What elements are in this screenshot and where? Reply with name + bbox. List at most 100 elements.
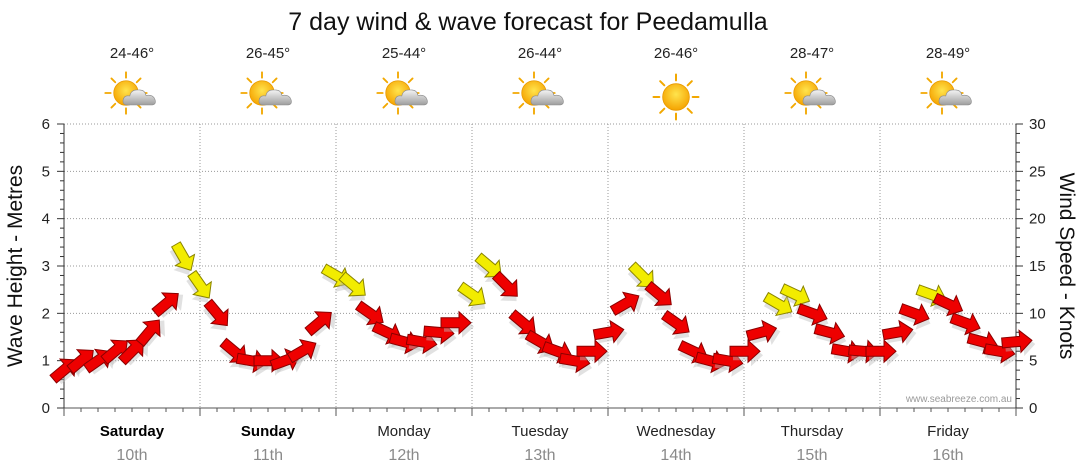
day-name-label: Sunday [241,423,296,440]
wind-arrow-shape [100,339,128,365]
partly-cloudy-icon [104,71,156,115]
partly-cloudy-icon [784,71,836,115]
wind-arrow-shape [491,270,518,297]
left-tick-label: 2 [42,305,50,322]
wind-arrow [100,339,133,366]
right-tick-label: 5 [1029,353,1037,370]
wind-arrow-shape [1001,329,1033,354]
wind-arrow-shape [627,261,654,288]
wind-arrow-shape [456,281,486,307]
wind-arrow-shape [762,291,793,317]
wind-arrow-shape [729,339,761,364]
x-axis-labels: Saturday 10th Sunday 11th Monday 12th Tuesday 1… [63,408,1017,464]
wind-arrow [898,303,931,330]
sunny-icon [652,73,700,121]
wind-arrow-shape [660,309,690,335]
wind-arrows [49,241,1036,385]
wind-arrow-shape [576,339,608,364]
wind-arrow-shape [338,271,366,297]
wind-arrow-shape [881,319,914,344]
wind-arrow-shape [117,339,144,366]
wind-arrow-shape [779,283,811,307]
wind-arrow-shape [932,292,964,317]
wind-arrow-shape [135,319,161,347]
wind-arrow [865,339,899,367]
right-tick-label: 0 [1029,400,1037,417]
wind-arrow-shape [508,309,536,335]
right-tick-label: 30 [1029,116,1046,133]
wind-arrow-shape [203,298,229,327]
day-name-label: Thursday [781,423,844,440]
wind-arrow [456,281,486,311]
wind-arrow [609,291,644,318]
wind-arrow [576,339,610,367]
day-temp: 24-46° [110,45,154,62]
left-tick-label: 0 [42,400,50,417]
wind-arrow-shape [644,280,672,306]
wind-arrow [660,309,690,340]
right-tick-label: 25 [1029,163,1046,180]
day-date-label: 15th [796,447,827,464]
credit-text: www.seabreeze.com.au [905,394,1012,405]
day-headers: 24-46° 26-45° 25-44° 26-44° 26-46° 28-47° 28-4… [104,45,972,121]
wind-arrow [286,338,321,365]
wind-arrow [135,319,165,347]
left-tick-label: 5 [42,163,50,180]
wind-arrow-shape [187,269,212,299]
wind-arrow-shape [592,319,625,344]
wind-arrow-shape [898,303,930,326]
day-temp: 28-49° [926,45,970,62]
wind-arrow [151,292,184,318]
day-date-label: 11th [253,447,283,464]
left-axis-title: Wave Height - Metres [4,165,27,367]
wind-arrow-shape [354,300,384,326]
wind-arrow [881,319,917,346]
wind-arrow [813,321,847,349]
partly-cloudy-icon [512,71,564,115]
wind-arrow [644,280,672,311]
wind-arrow [304,311,337,337]
wind-arrow [203,298,229,331]
day-temp: 26-46° [654,45,698,62]
day-name-label: Tuesday [512,423,569,440]
right-tick-label: 15 [1029,258,1046,275]
wind-arrow-shape [151,292,179,318]
wind-arrow-shape [796,303,828,326]
day-temp: 28-47° [790,45,834,62]
wind-arrow [1001,329,1036,357]
day-temp: 25-44° [382,45,426,62]
wind-arrow [186,269,212,303]
right-tick-label: 10 [1029,305,1046,322]
wind-arrow-shape [440,310,472,335]
wind-arrow-shape [745,319,778,344]
partly-cloudy-icon [920,71,972,115]
day-temp: 26-44° [518,45,562,62]
chart-title: 7 day wind & wave forecast for Peedamull… [288,8,768,36]
wind-arrow [117,339,149,366]
wind-arrow-shape [813,321,846,345]
day-name-label: Saturday [100,423,165,440]
left-tick-label: 4 [42,211,50,228]
left-tick-label: 6 [42,116,50,133]
day-date-label: 13th [524,447,555,464]
wind-arrow [627,261,654,292]
wind-arrow-shape [609,291,640,316]
wind-arrow [440,310,474,338]
wind-arrow [169,241,196,275]
day-temp: 26-45° [246,45,290,62]
wind-arrow-shape [170,241,196,271]
left-tick-label: 1 [42,353,50,370]
partly-cloudy-icon [376,71,428,115]
day-date-label: 10th [116,447,147,464]
wind-arrow [592,319,628,346]
gridlines [63,123,1017,416]
wind-arrow-shape [286,338,317,364]
wind-arrow [729,339,763,367]
wind-arrow-shape [474,252,502,278]
day-date-label: 16th [932,447,963,464]
wind-arrow-shape [949,312,981,336]
wind-arrow-shape [304,311,332,337]
wind-arrow [338,271,366,301]
day-name-label: Monday [377,423,431,440]
